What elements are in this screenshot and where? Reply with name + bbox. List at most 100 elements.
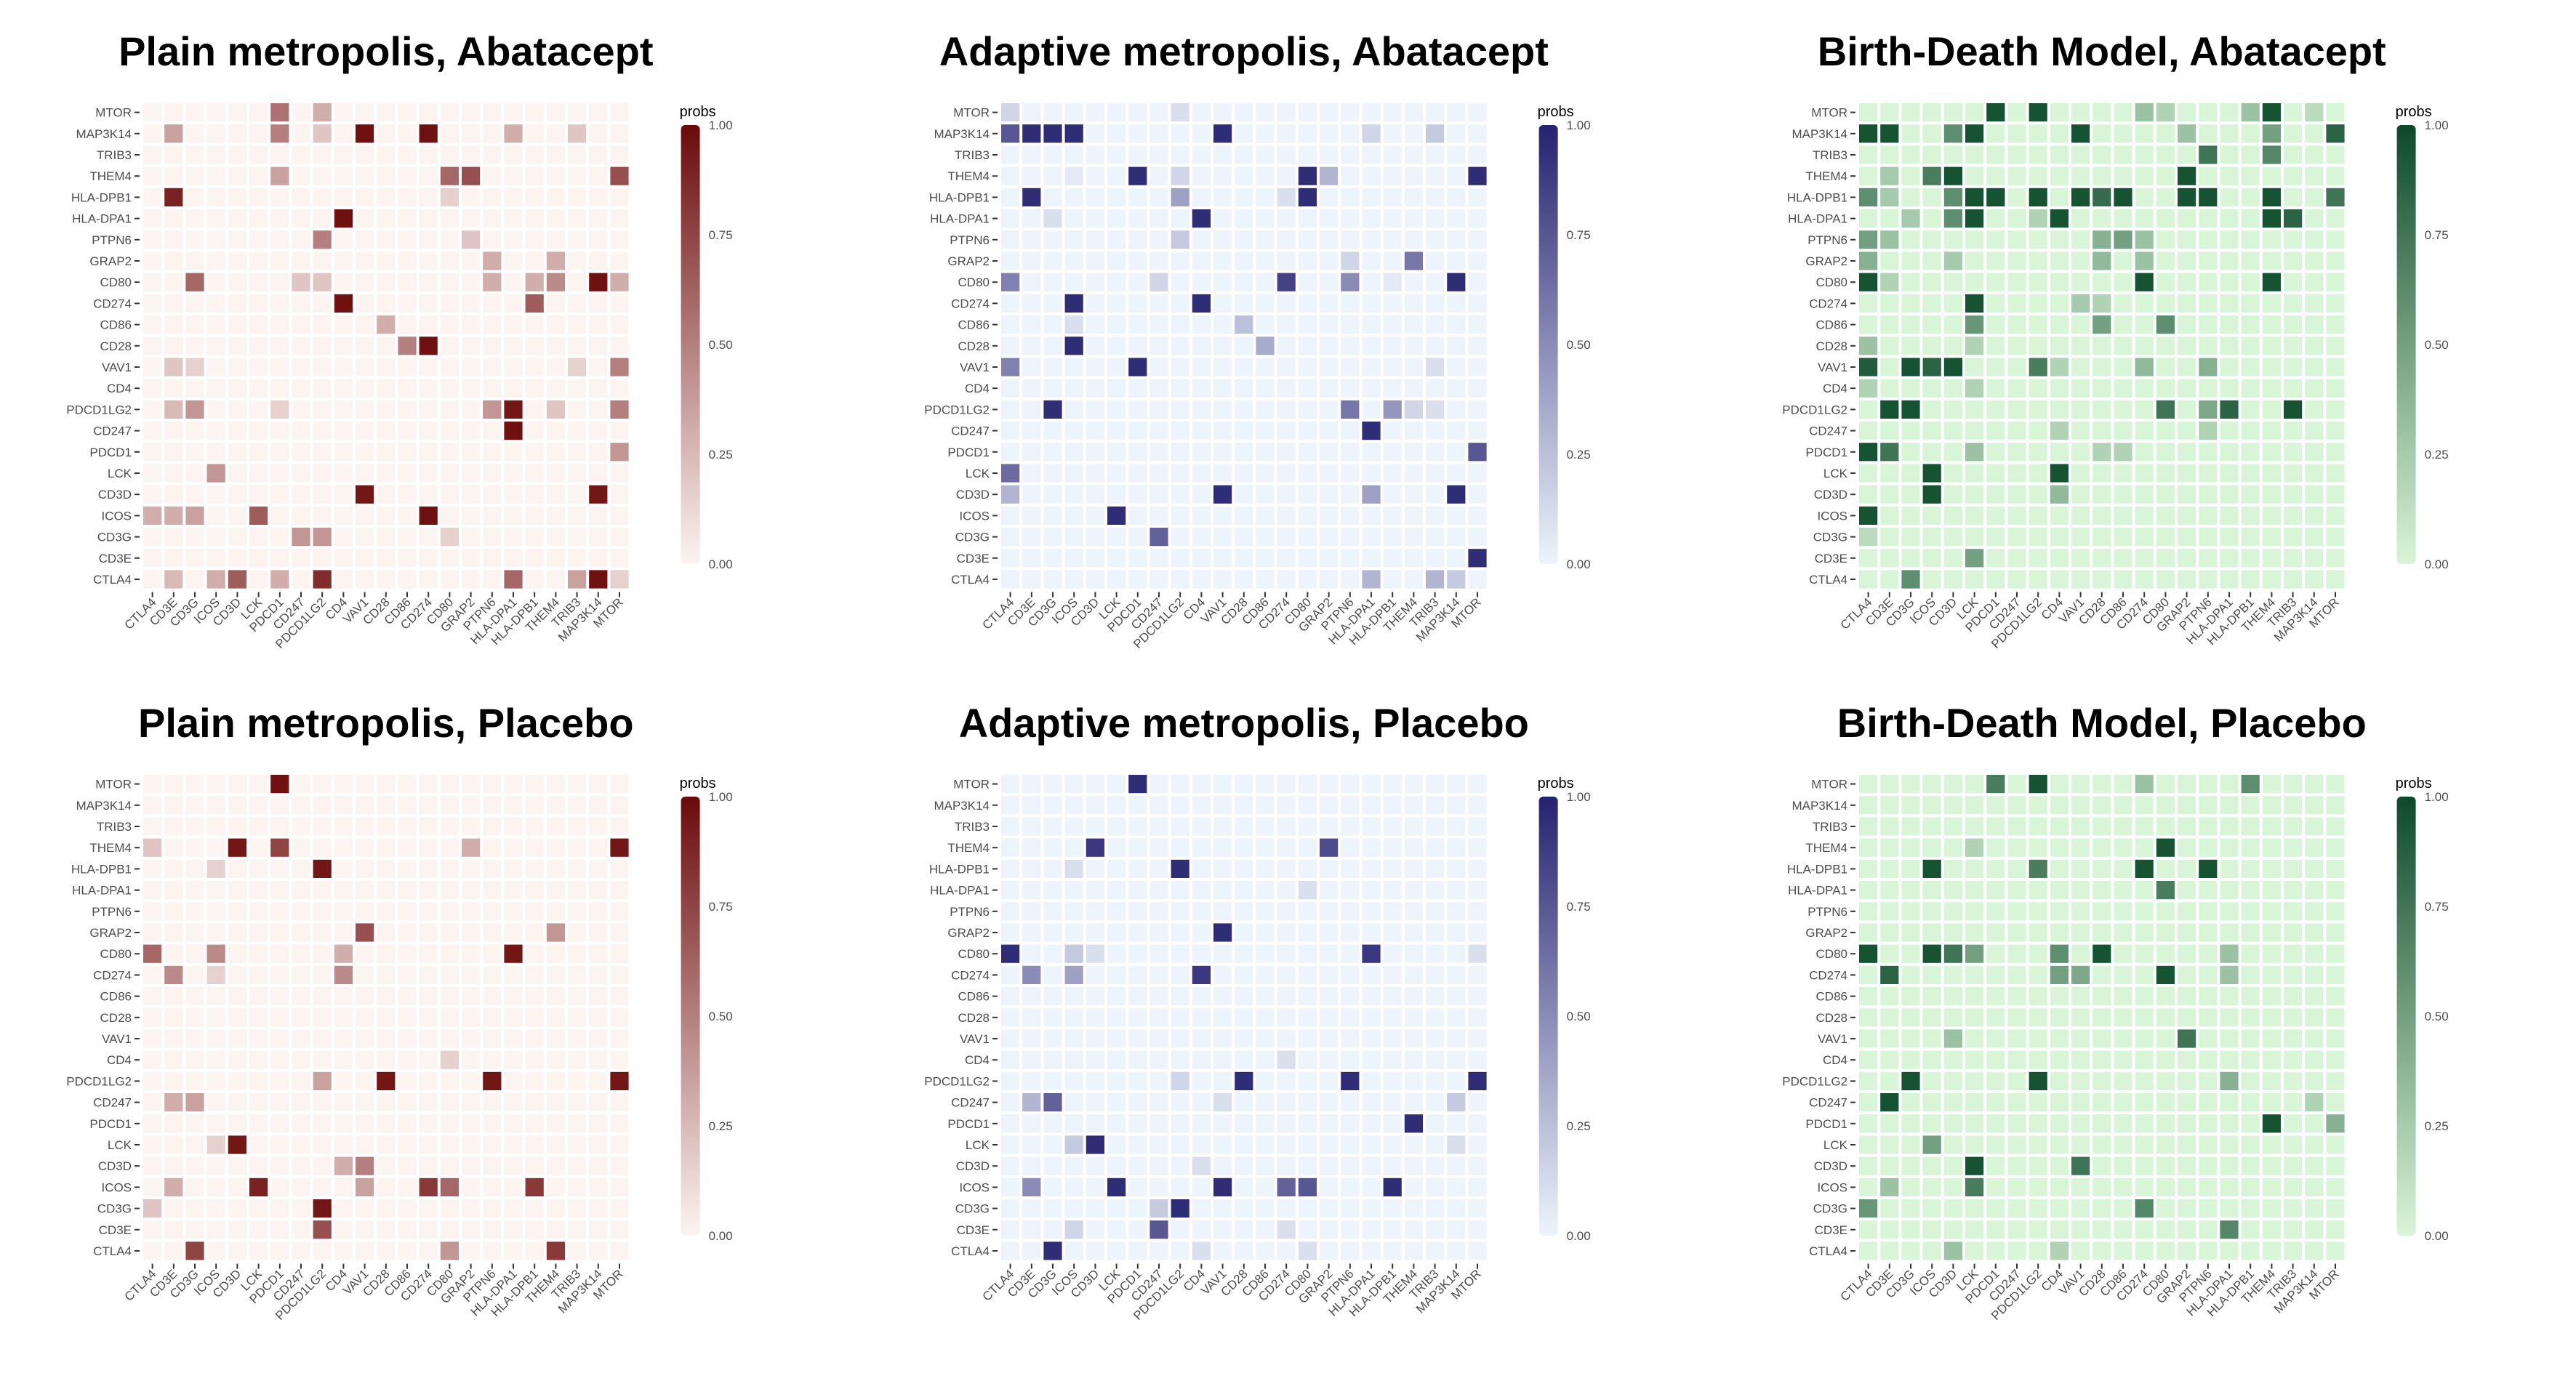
heatmap-cell — [1235, 315, 1253, 334]
legend-tick-label: 0.25 — [1567, 448, 1591, 462]
heatmap-cell — [1149, 1029, 1168, 1048]
heatmap-cell — [1901, 422, 1920, 440]
heatmap-cell — [2284, 1093, 2303, 1112]
heatmap-cell — [1468, 315, 1487, 334]
heatmap-cell — [1320, 1241, 1339, 1260]
heatmap-cell — [462, 506, 481, 525]
heatmap-cell — [185, 923, 204, 942]
heatmap-cell — [1128, 422, 1147, 440]
heatmap-cell — [2071, 1199, 2090, 1218]
heatmap-cell — [568, 1029, 587, 1048]
heatmap-cell — [1362, 1135, 1381, 1154]
heatmap-cell — [1426, 1177, 1445, 1196]
heatmap-cell — [1859, 838, 1878, 857]
heatmap-cell — [1277, 570, 1296, 589]
heatmap-cell — [377, 422, 396, 440]
heatmap-cell — [1086, 485, 1104, 504]
heatmap-cell — [1986, 1220, 2005, 1239]
heatmap-cell — [313, 549, 332, 568]
heatmap-cell — [1064, 400, 1083, 419]
heatmap-cell — [292, 1156, 310, 1175]
heatmap-cell — [164, 358, 183, 377]
heatmap-cell — [2114, 838, 2132, 857]
heatmap-cell — [1043, 859, 1062, 878]
y-tick-label: THEM4 — [947, 169, 990, 183]
heatmap-cell — [1149, 315, 1168, 334]
heatmap-cell — [1383, 1177, 1402, 1196]
heatmap-cell — [1022, 1220, 1041, 1239]
y-tick-label: CD3D — [98, 488, 132, 502]
heatmap-cell — [1341, 103, 1360, 122]
heatmap-cell — [2178, 902, 2196, 921]
heatmap-cell — [1362, 881, 1381, 900]
heatmap-cell — [1171, 1177, 1189, 1196]
heatmap-cell — [2178, 796, 2196, 815]
heatmap-cell — [2284, 464, 2303, 483]
heatmap-cell — [504, 1241, 523, 1260]
heatmap-cell — [1426, 1199, 1445, 1218]
heatmap-cell — [1149, 443, 1168, 462]
heatmap-cell — [2241, 145, 2260, 164]
heatmap-cell — [1859, 902, 1878, 921]
heatmap-cell — [1426, 400, 1445, 419]
heatmap-cell — [440, 1199, 459, 1218]
y-tick-label: CD247 — [93, 424, 132, 438]
heatmap-cell — [292, 188, 310, 206]
heatmap-cell — [1965, 1008, 1984, 1027]
heatmap-cell — [1965, 315, 1984, 334]
heatmap-cell — [2262, 570, 2281, 589]
heatmap-cell — [2199, 1177, 2218, 1196]
heatmap-cell — [1043, 124, 1062, 143]
heatmap-cell — [1043, 987, 1062, 1006]
heatmap-cell — [568, 570, 587, 589]
heatmap-cell — [2156, 1071, 2175, 1090]
heatmap-cell — [143, 337, 162, 355]
heatmap-cell — [1880, 1008, 1899, 1027]
heatmap-cell — [1277, 358, 1296, 377]
heatmap-cell — [1043, 1241, 1062, 1260]
heatmap-cell — [2093, 124, 2111, 143]
heatmap-cell — [2071, 230, 2090, 249]
heatmap-cell — [1447, 1071, 1466, 1090]
heatmap-cell — [2326, 209, 2345, 228]
heatmap-cell — [610, 1071, 629, 1090]
heatmap-cell — [1341, 1199, 1360, 1218]
heatmap-cell — [2135, 315, 2154, 334]
heatmap-cell — [546, 188, 565, 206]
heatmap-cell — [2284, 1177, 2303, 1196]
heatmap-cell — [2305, 1220, 2324, 1239]
heatmap-cell — [1086, 273, 1104, 291]
heatmap-cell — [1943, 337, 1962, 355]
y-tick-label: CD3D — [1814, 488, 1847, 502]
heatmap-cell — [2241, 464, 2260, 483]
heatmap-cell — [1277, 944, 1296, 963]
heatmap-cell — [2029, 881, 2047, 900]
heatmap-cell — [1001, 209, 1020, 228]
heatmap-cell — [356, 485, 374, 504]
heatmap-cell — [1022, 485, 1041, 504]
heatmap-cell — [462, 124, 481, 143]
heatmap-cell — [1298, 209, 1317, 228]
heatmap-cell — [1298, 1008, 1317, 1027]
heatmap-cell — [2326, 315, 2345, 334]
heatmap-cell — [1043, 145, 1062, 164]
heatmap-cell — [1235, 902, 1253, 921]
legend-tick-label: 0.50 — [2425, 338, 2449, 352]
heatmap-cell — [1086, 103, 1104, 122]
heatmap-cell — [1086, 987, 1104, 1006]
heatmap-cell — [440, 987, 459, 1006]
heatmap-cell — [1447, 273, 1466, 291]
heatmap-cell — [1001, 1071, 1020, 1090]
heatmap-cell — [1362, 273, 1381, 291]
heatmap-cell — [1128, 859, 1147, 878]
heatmap-cell — [2029, 1029, 2047, 1048]
heatmap-cell — [1341, 337, 1360, 355]
heatmap-cell — [2114, 528, 2132, 547]
heatmap-cell — [1880, 188, 1899, 206]
heatmap-cell — [1298, 987, 1317, 1006]
heatmap-cell — [2114, 1114, 2132, 1133]
heatmap-cell — [1880, 124, 1899, 143]
heatmap-cell — [206, 103, 225, 122]
heatmap-cell — [440, 902, 459, 921]
heatmap-cell — [2093, 464, 2111, 483]
